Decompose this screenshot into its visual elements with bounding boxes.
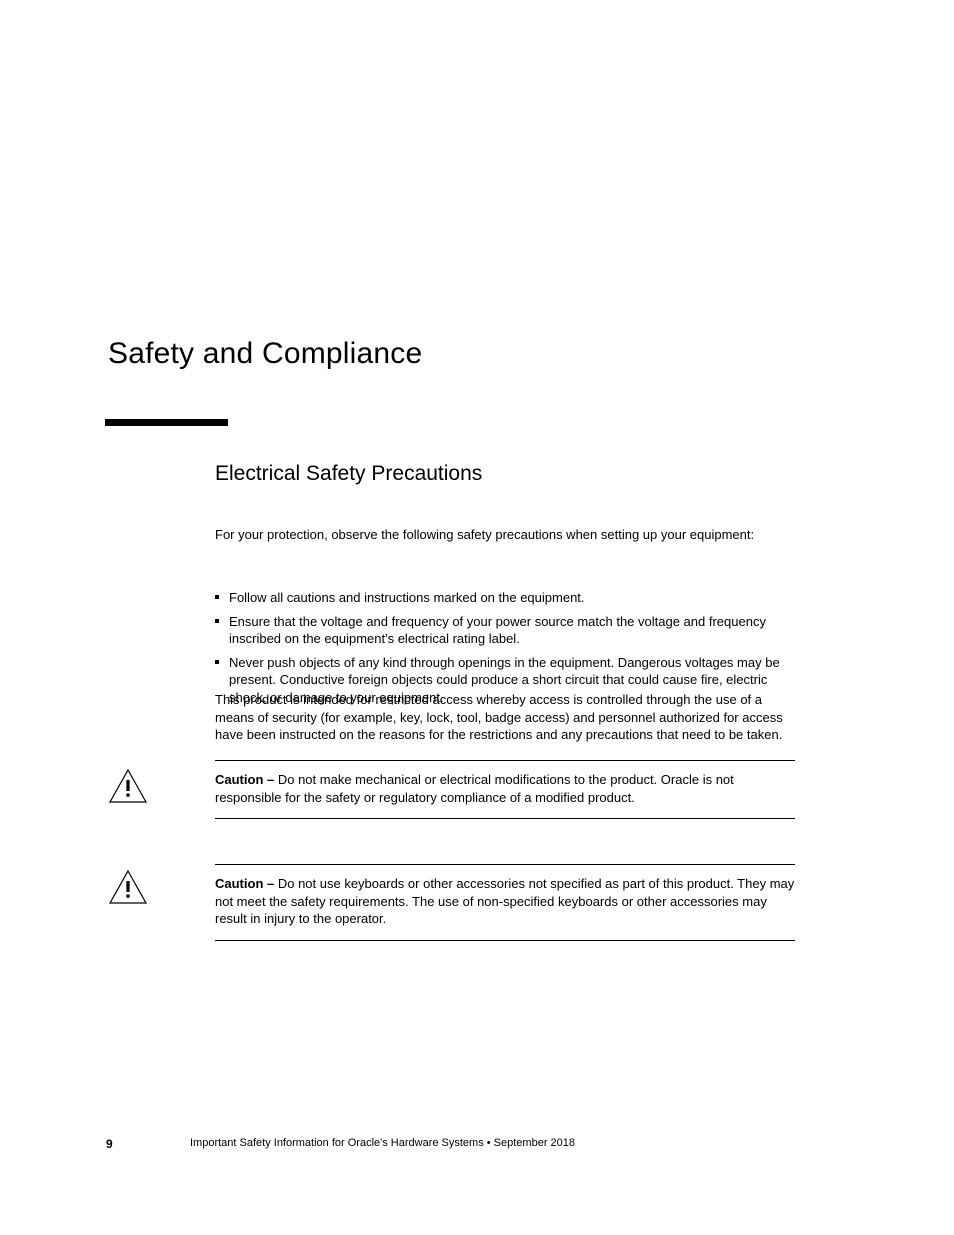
page-root: Safety and Compliance Electrical Safety … (0, 0, 954, 1235)
section-heading: Electrical Safety Precautions (215, 460, 482, 488)
title-rule (105, 419, 228, 426)
page-title: Safety and Compliance (108, 334, 422, 375)
caution-icon (108, 869, 148, 905)
caution-label: Caution – (215, 772, 278, 787)
divider (215, 818, 795, 819)
caution-text: Caution – Do not use keyboards or other … (215, 875, 795, 928)
caution-body: Do not use keyboards or other accessorie… (215, 876, 794, 926)
list-item: Ensure that the voltage and frequency of… (215, 613, 795, 648)
divider (215, 864, 795, 865)
page-number: 9 (106, 1136, 113, 1152)
divider (215, 940, 795, 941)
caution-label: Caution – (215, 876, 278, 891)
caution-icon (108, 768, 148, 804)
body-paragraph: This product is intended for restricted … (215, 691, 795, 744)
caution-block: Caution – Do not make mechanical or elec… (215, 760, 795, 819)
footer-text: Important Safety Information for Oracle'… (190, 1136, 575, 1151)
caution-block: Caution – Do not use keyboards or other … (215, 864, 795, 941)
list-item: Follow all cautions and instructions mar… (215, 589, 795, 607)
caution-body: Do not make mechanical or electrical mod… (215, 772, 734, 805)
divider (215, 760, 795, 761)
intro-paragraph: For your protection, observe the followi… (215, 526, 795, 544)
caution-text: Caution – Do not make mechanical or elec… (215, 771, 795, 806)
